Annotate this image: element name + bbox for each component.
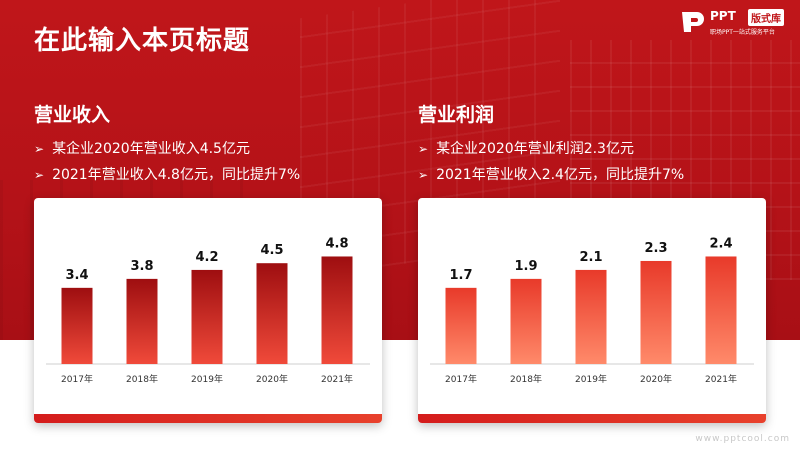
x-tick-label: 2019年 <box>191 373 223 385</box>
x-tick-label: 2020年 <box>640 373 672 385</box>
watermark: www.pptcool.com <box>695 434 790 444</box>
x-tick-label: 2017年 <box>61 373 93 385</box>
bullet-item: ➢ 某企业2020年营业收入4.5亿元 <box>34 138 250 158</box>
brand-logo: PPT 版式库 职场PPT一站式服务平台 <box>680 8 792 40</box>
x-tick-label: 2018年 <box>126 373 158 385</box>
revenue-bar-chart: 3.4 2017年 3.8 2018年 4.2 2019年 4.5 2020年 4.8 2021年 <box>46 236 370 385</box>
logo-slogan: 职场PPT一站式服务平台 <box>710 29 775 36</box>
bullet-text: 2021年营业收入4.8亿元，同比提升7% <box>52 167 301 183</box>
card-accent-band <box>34 414 382 423</box>
x-tick-label: 2017年 <box>445 373 477 385</box>
arrow-bullet-icon: ➢ <box>34 168 45 182</box>
bar-2018年 <box>510 278 542 364</box>
profit-bar-chart: 1.7 2017年 1.9 2018年 2.1 2019年 2.3 2020年 2.4 2021年 <box>430 236 754 385</box>
bullet-item: ➢ 2021年营业收入4.8亿元，同比提升7% <box>34 164 300 184</box>
arrow-bullet-icon: ➢ <box>418 142 429 156</box>
bar-2017年 <box>445 287 477 364</box>
arrow-bullet-icon: ➢ <box>34 142 45 156</box>
x-tick-label: 2021年 <box>321 373 353 385</box>
logo-name: PPT <box>710 9 736 23</box>
logo-badge: 版式库 <box>748 9 784 26</box>
data-label: 2.3 <box>644 241 667 256</box>
bar-2017年 <box>61 287 93 364</box>
section-title-revenue: 营业收入 <box>34 104 111 126</box>
arrow-bullet-icon: ➢ <box>418 168 429 182</box>
data-label: 4.8 <box>325 236 348 251</box>
bullet-item: ➢ 2021年营业收入2.4亿元，同比提升7% <box>418 164 684 184</box>
data-label: 3.4 <box>65 268 88 283</box>
bullet-item: ➢ 某企业2020年营业利润2.3亿元 <box>418 138 634 158</box>
chart-card-profit: 1.7 2017年 1.9 2018年 2.1 2019年 2.3 2020年 2.4 2021年 <box>418 198 766 423</box>
data-label: 2.1 <box>579 250 602 265</box>
data-label: 3.8 <box>130 259 153 274</box>
x-tick-label: 2021年 <box>705 373 737 385</box>
data-label: 1.7 <box>449 268 472 283</box>
data-label: 1.9 <box>514 259 537 274</box>
chart-card-revenue: 3.4 2017年 3.8 2018年 4.2 2019年 4.5 2020年 4.8 2021年 <box>34 198 382 423</box>
data-label: 4.2 <box>195 250 218 265</box>
bar-2021年 <box>705 256 737 364</box>
card-accent-band <box>418 414 766 423</box>
data-label: 2.4 <box>709 236 732 251</box>
bar-2021年 <box>321 256 353 364</box>
bar-2020年 <box>256 263 288 364</box>
bullet-text: 2021年营业收入2.4亿元，同比提升7% <box>436 167 685 183</box>
bullet-text: 某企业2020年营业收入4.5亿元 <box>52 141 250 157</box>
bar-2019年 <box>575 269 607 364</box>
bar-2019年 <box>191 269 223 364</box>
bullet-text: 某企业2020年营业利润2.3亿元 <box>436 141 634 157</box>
page-title: 在此输入本页标题 <box>34 26 251 56</box>
logo-mark-icon <box>682 12 704 32</box>
data-label: 4.5 <box>260 243 283 258</box>
x-tick-label: 2019年 <box>575 373 607 385</box>
section-title-profit: 营业利润 <box>418 104 495 126</box>
x-tick-label: 2018年 <box>510 373 542 385</box>
bar-2018年 <box>126 278 158 364</box>
x-tick-label: 2020年 <box>256 373 288 385</box>
bar-2020年 <box>640 260 672 364</box>
